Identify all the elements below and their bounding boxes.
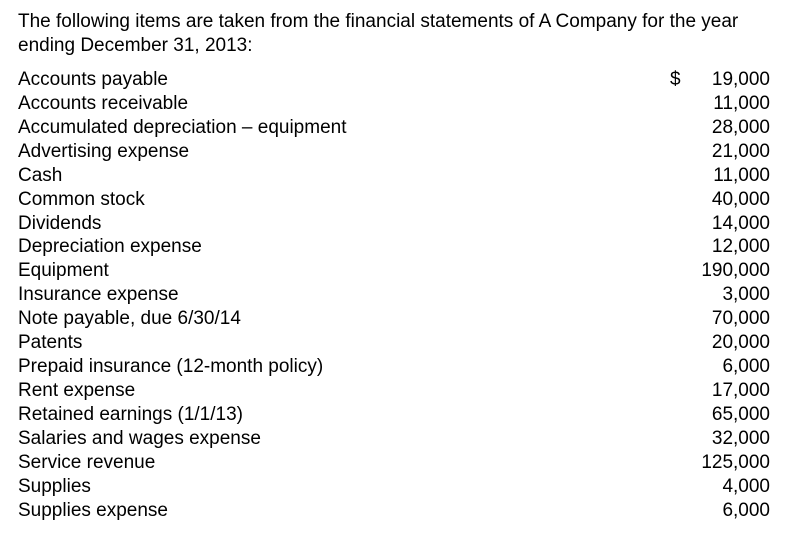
- table-row: Retained earnings (1/1/13) 65,000: [18, 403, 770, 427]
- amount-column: 20,000: [640, 331, 770, 355]
- intro-text: The following items are taken from the f…: [18, 10, 770, 58]
- item-amount: 6,000: [690, 499, 770, 523]
- amount-column: 14,000: [640, 212, 770, 236]
- table-row: Depreciation expense 12,000: [18, 235, 770, 259]
- amount-column: 11,000: [640, 92, 770, 116]
- item-amount: 65,000: [690, 403, 770, 427]
- amount-column: 17,000: [640, 379, 770, 403]
- item-amount: 21,000: [690, 140, 770, 164]
- item-label: Depreciation expense: [18, 235, 640, 259]
- item-amount: 17,000: [690, 379, 770, 403]
- table-row: Note payable, due 6/30/14 70,000: [18, 307, 770, 331]
- item-amount: 3,000: [690, 283, 770, 307]
- item-label: Accumulated depreciation – equipment: [18, 116, 640, 140]
- item-amount: 11,000: [690, 164, 770, 188]
- table-row: Salaries and wages expense 32,000: [18, 427, 770, 451]
- item-amount: 28,000: [690, 116, 770, 140]
- table-row: Supplies expense 6,000: [18, 499, 770, 523]
- table-row: Accumulated depreciation – equipment 28,0…: [18, 116, 770, 140]
- item-label: Patents: [18, 331, 640, 355]
- amount-column: 4,000: [640, 475, 770, 499]
- item-label: Supplies: [18, 475, 640, 499]
- item-amount: 6,000: [690, 355, 770, 379]
- item-amount: 32,000: [690, 427, 770, 451]
- currency-symbol: $: [670, 68, 690, 92]
- item-amount: 20,000: [690, 331, 770, 355]
- item-amount: 11,000: [690, 92, 770, 116]
- item-amount: 70,000: [690, 307, 770, 331]
- amount-column: $19,000: [640, 68, 770, 92]
- table-row: Service revenue 125,000: [18, 451, 770, 475]
- item-label: Insurance expense: [18, 283, 640, 307]
- amount-column: 6,000: [640, 355, 770, 379]
- item-label: Salaries and wages expense: [18, 427, 640, 451]
- item-label: Dividends: [18, 212, 640, 236]
- table-row: Cash 11,000: [18, 164, 770, 188]
- table-row: Advertising expense 21,000: [18, 140, 770, 164]
- item-label: Common stock: [18, 188, 640, 212]
- amount-column: 32,000: [640, 427, 770, 451]
- item-label: Service revenue: [18, 451, 640, 475]
- amount-column: 11,000: [640, 164, 770, 188]
- item-label: Note payable, due 6/30/14: [18, 307, 640, 331]
- item-amount: 40,000: [690, 188, 770, 212]
- item-amount: 19,000: [690, 68, 770, 92]
- item-amount: 12,000: [690, 235, 770, 259]
- table-row: Accounts receivable 11,000: [18, 92, 770, 116]
- amount-column: 40,000: [640, 188, 770, 212]
- item-label: Advertising expense: [18, 140, 640, 164]
- table-row: Prepaid insurance (12-month policy) 6,000: [18, 355, 770, 379]
- item-amount: 190,000: [690, 259, 770, 283]
- amount-column: 70,000: [640, 307, 770, 331]
- item-label: Rent expense: [18, 379, 640, 403]
- table-row: Dividends 14,000: [18, 212, 770, 236]
- item-amount: 14,000: [690, 212, 770, 236]
- item-label: Equipment: [18, 259, 640, 283]
- table-row: Accounts payable$19,000: [18, 68, 770, 92]
- table-row: Supplies 4,000: [18, 475, 770, 499]
- item-amount: 125,000: [690, 451, 770, 475]
- amount-column: 12,000: [640, 235, 770, 259]
- amount-column: 65,000: [640, 403, 770, 427]
- amount-column: 190,000: [640, 259, 770, 283]
- table-row: Common stock 40,000: [18, 188, 770, 212]
- item-amount: 4,000: [690, 475, 770, 499]
- amount-column: 125,000: [640, 451, 770, 475]
- amount-column: 28,000: [640, 116, 770, 140]
- table-row: Rent expense 17,000: [18, 379, 770, 403]
- item-label: Supplies expense: [18, 499, 640, 523]
- amount-column: 3,000: [640, 283, 770, 307]
- item-label: Retained earnings (1/1/13): [18, 403, 640, 427]
- table-row: Equipment 190,000: [18, 259, 770, 283]
- item-label: Accounts receivable: [18, 92, 640, 116]
- item-label: Cash: [18, 164, 640, 188]
- amount-column: 6,000: [640, 499, 770, 523]
- financial-items-table: Accounts payable$19,000Accounts receivab…: [18, 68, 770, 523]
- table-row: Patents 20,000: [18, 331, 770, 355]
- amount-column: 21,000: [640, 140, 770, 164]
- table-row: Insurance expense 3,000: [18, 283, 770, 307]
- item-label: Prepaid insurance (12-month policy): [18, 355, 640, 379]
- item-label: Accounts payable: [18, 68, 640, 92]
